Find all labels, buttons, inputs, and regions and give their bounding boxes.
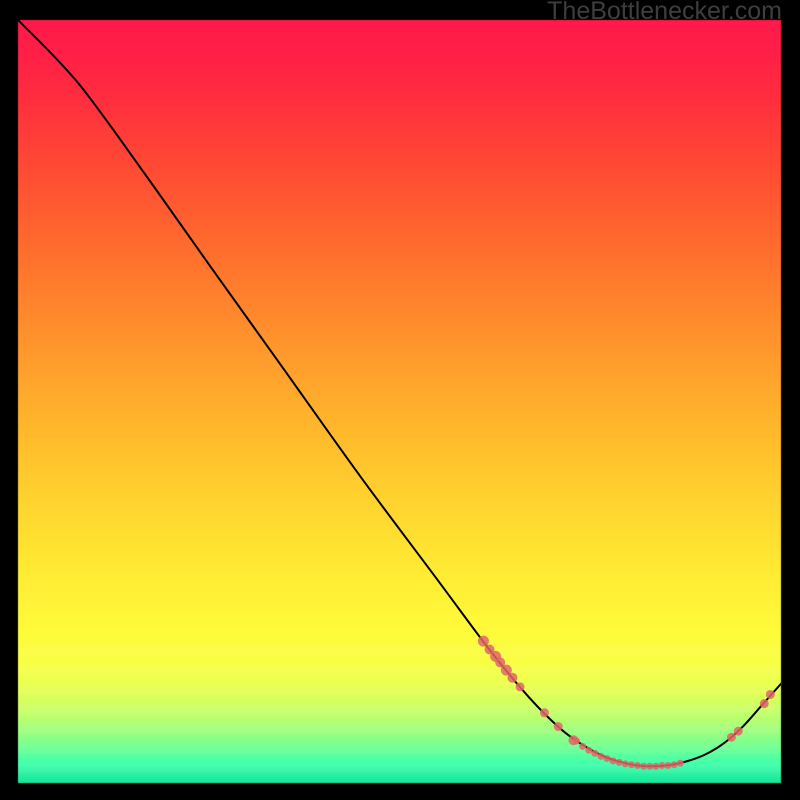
chart-root: TheBottlenecker.com bbox=[0, 0, 800, 800]
gradient-background bbox=[0, 0, 800, 800]
